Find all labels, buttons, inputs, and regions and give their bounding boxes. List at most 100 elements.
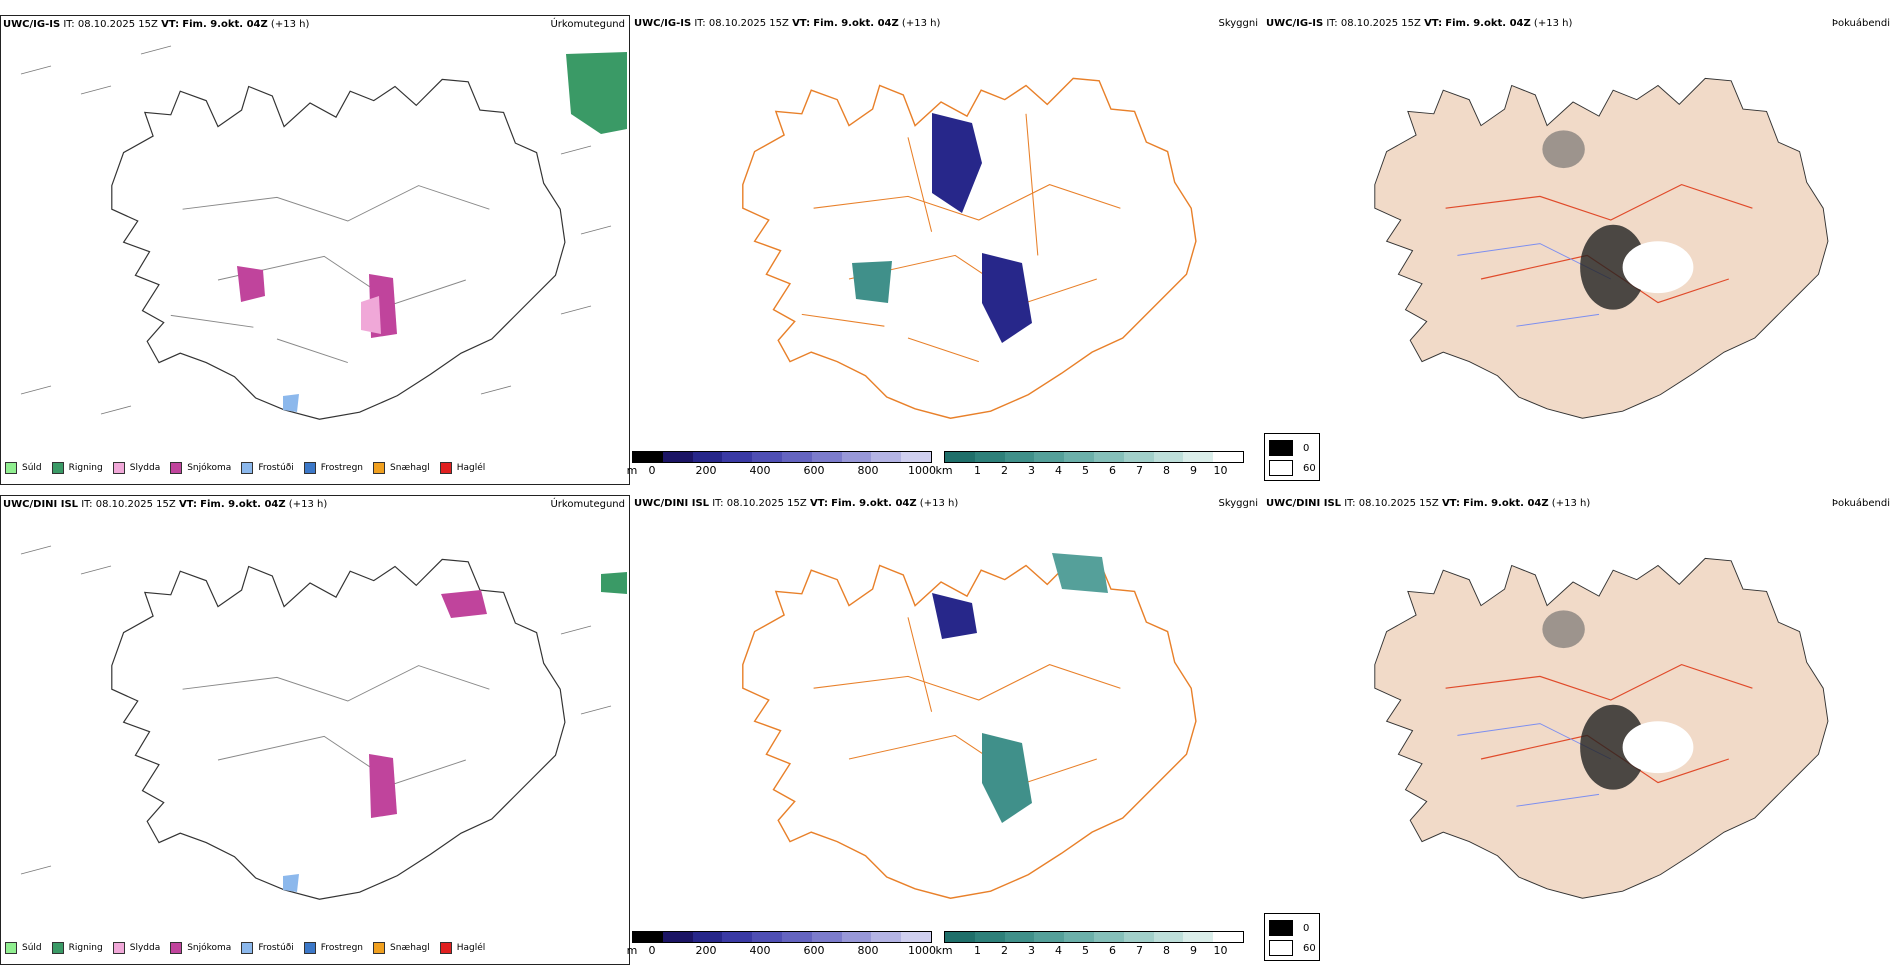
scale-cell xyxy=(1123,452,1154,462)
scale-cell xyxy=(1213,452,1243,462)
visibility-scale-m: m 0 200 400 600 800 1000 xyxy=(627,931,936,961)
scale-cell xyxy=(752,932,782,942)
scale-tick-label: 8 xyxy=(1163,464,1170,477)
precip-legend: Súld Rigning Slydda Snjókoma Frostúði Fr… xyxy=(5,460,495,476)
fog-legend: 0 60 xyxy=(1264,433,1320,481)
snow-area xyxy=(237,266,265,302)
legend-item: Súld xyxy=(5,460,42,476)
scale-tick-label: 200 xyxy=(695,944,717,957)
scale-cell xyxy=(841,932,872,942)
panel-header: UWC/IG-IS IT: 08.10.2025 15Z VT: Fim. 9.… xyxy=(3,19,625,30)
scale-tick-label: 3 xyxy=(1028,464,1035,477)
scale-tick-label: 5 xyxy=(1082,464,1089,477)
precip-map xyxy=(20,545,627,900)
panel-header: UWC/DINI ISL IT: 08.10.2025 15Z VT: Fim.… xyxy=(634,498,1258,509)
visibility-scale-m: m 0 200 400 600 800 1000 xyxy=(627,451,936,481)
scale-tick-label: 3 xyxy=(1028,944,1035,957)
scale-tick-label: 800 xyxy=(857,464,879,477)
scale-tick-label: 4 xyxy=(1055,944,1062,957)
scale-cell xyxy=(974,932,1005,942)
fog-legend: 0 60 xyxy=(1264,913,1320,961)
scale-cell xyxy=(1004,932,1035,942)
scale-tick-label: 1000 xyxy=(908,944,936,957)
legend-item: Snæhagl xyxy=(373,460,430,476)
scale-cell xyxy=(974,452,1005,462)
scale-tick-label: 200 xyxy=(695,464,717,477)
precip-map xyxy=(20,45,627,420)
scale-cell xyxy=(722,932,753,942)
scale-cell xyxy=(811,452,842,462)
scale-tick-label: 8 xyxy=(1163,944,1170,957)
reduced-vis-area xyxy=(852,261,892,303)
scale-tick-label: 2 xyxy=(1001,944,1008,957)
low-vis-area xyxy=(982,253,1032,343)
scale-tick-label: 9 xyxy=(1190,464,1197,477)
visibility-map xyxy=(742,77,1197,419)
scale-cell xyxy=(1123,932,1154,942)
scale-cell xyxy=(1064,932,1094,942)
legend-item: Snjókoma xyxy=(170,460,231,476)
scale-cell xyxy=(1064,452,1094,462)
legend-item: Haglél xyxy=(439,460,485,476)
visibility-map xyxy=(742,553,1197,899)
freezing-drizzle-area xyxy=(283,394,299,412)
scale-cell xyxy=(1183,932,1214,942)
scale-cell xyxy=(841,452,872,462)
scale-tick-label: 600 xyxy=(803,944,825,957)
visibility-panel-bottom: UWC/DINI ISL IT: 08.10.2025 15Z VT: Fim.… xyxy=(627,495,1262,965)
scale-tick-label: 0 xyxy=(648,464,656,477)
panel-header: UWC/DINI ISL IT: 08.10.2025 15Z VT: Fim.… xyxy=(1266,498,1890,509)
panel-header: UWC/IG-IS IT: 08.10.2025 15Z VT: Fim. 9.… xyxy=(1266,18,1890,29)
scale-cell xyxy=(945,452,975,462)
legend-item: Slydda xyxy=(112,460,160,476)
scale-tick-label: 7 xyxy=(1136,944,1143,957)
scale-tick-label: 1000 xyxy=(908,464,936,477)
fog-map xyxy=(1374,557,1829,899)
scale-cell xyxy=(1153,452,1184,462)
scale-cell xyxy=(752,452,782,462)
scale-cell xyxy=(901,932,931,942)
visibility-panel-top: UWC/IG-IS IT: 08.10.2025 15Z VT: Fim. 9.… xyxy=(627,15,1262,485)
scale-tick-label: 10 xyxy=(1213,944,1228,957)
rain-area xyxy=(566,52,627,134)
legend-item: Frostúði xyxy=(241,460,294,476)
scale-tick-label: 0 xyxy=(648,944,656,957)
scale-tick-label: 1 xyxy=(974,464,981,477)
scale-cell xyxy=(901,452,931,462)
wind-barbs xyxy=(20,45,612,415)
scale-tick-label: 400 xyxy=(749,944,771,957)
scale-tick-label: 2 xyxy=(1001,464,1008,477)
sleet-area xyxy=(361,296,381,334)
scale-cell xyxy=(811,932,842,942)
scale-tick-label: 5 xyxy=(1082,944,1089,957)
scale-cell xyxy=(871,932,902,942)
scale-tick-label: 9 xyxy=(1190,944,1197,957)
scale-cell xyxy=(1034,452,1065,462)
scale-cell xyxy=(781,452,812,462)
panel-title: Úrkomutegund xyxy=(550,499,625,510)
precip-legend: Súld Rigning Slydda Snjókoma Frostúði Fr… xyxy=(5,940,495,956)
scale-cell xyxy=(1034,932,1065,942)
panel-header: UWC/IG-IS IT: 08.10.2025 15Z VT: Fim. 9.… xyxy=(634,18,1258,29)
scale-tick-label: 6 xyxy=(1109,944,1116,957)
scale-cell xyxy=(1153,932,1184,942)
scale-tick-label: 800 xyxy=(857,944,879,957)
scale-cell xyxy=(871,452,902,462)
scale-cell xyxy=(945,932,975,942)
scale-cell xyxy=(662,452,693,462)
scale-tick-label: 4 xyxy=(1055,464,1062,477)
scale-tick-label: 400 xyxy=(749,464,771,477)
scale-cell xyxy=(633,932,663,942)
scale-cell xyxy=(692,452,723,462)
scale-cell xyxy=(722,452,753,462)
legend-item: Frostregn xyxy=(303,460,363,476)
scale-cell xyxy=(1004,452,1035,462)
scale-cell xyxy=(633,452,663,462)
scale-cell xyxy=(1213,932,1243,942)
scale-tick-label: 10 xyxy=(1213,464,1228,477)
panel-title: Skyggni xyxy=(1218,498,1258,509)
scale-cell xyxy=(1093,932,1124,942)
fog-panel-top: UWC/IG-IS IT: 08.10.2025 15Z VT: Fim. 9.… xyxy=(1264,15,1894,485)
precip-type-panel-bottom: UWC/DINI ISL IT: 08.10.2025 15Z VT: Fim.… xyxy=(0,495,630,965)
precip-type-panel-top: UWC/IG-IS IT: 08.10.2025 15Z VT: Fim. 9.… xyxy=(0,15,630,485)
